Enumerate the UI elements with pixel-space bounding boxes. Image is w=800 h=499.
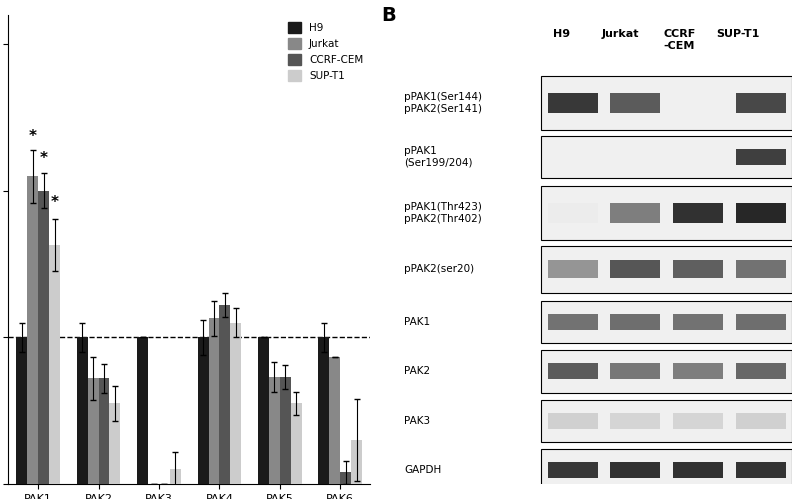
Bar — [258, 337, 269, 484]
Text: B: B — [381, 5, 396, 24]
Bar — [138, 337, 148, 484]
Bar — [38, 191, 49, 484]
FancyBboxPatch shape — [548, 260, 598, 278]
FancyBboxPatch shape — [610, 462, 661, 478]
Bar — [269, 377, 280, 484]
Bar — [219, 305, 230, 484]
Bar — [351, 440, 362, 484]
Text: *: * — [50, 195, 58, 210]
Bar — [27, 176, 38, 484]
Text: *: * — [40, 151, 48, 166]
Text: H9: H9 — [553, 29, 570, 39]
FancyBboxPatch shape — [673, 462, 723, 478]
Text: pPAK1(Thr423)
pPAK2(Thr402): pPAK1(Thr423) pPAK2(Thr402) — [405, 203, 482, 224]
Bar — [330, 356, 340, 484]
Bar — [77, 337, 88, 484]
Text: PAK1: PAK1 — [405, 317, 430, 327]
Bar — [198, 337, 209, 484]
Text: CCRF
-CEM: CCRF -CEM — [663, 29, 695, 50]
Bar — [17, 337, 27, 484]
FancyBboxPatch shape — [610, 93, 661, 113]
FancyBboxPatch shape — [542, 186, 792, 240]
FancyBboxPatch shape — [736, 363, 786, 379]
Bar — [340, 472, 351, 484]
FancyBboxPatch shape — [610, 260, 661, 278]
FancyBboxPatch shape — [542, 301, 792, 343]
Text: GAPDH: GAPDH — [405, 465, 442, 475]
Bar — [280, 377, 290, 484]
Text: PAK2: PAK2 — [405, 366, 430, 376]
Bar — [318, 337, 330, 484]
Text: pPAK1(Ser144)
pPAK2(Ser141): pPAK1(Ser144) pPAK2(Ser141) — [405, 92, 482, 114]
FancyBboxPatch shape — [736, 260, 786, 278]
FancyBboxPatch shape — [548, 462, 598, 478]
Text: SUP-T1: SUP-T1 — [717, 29, 760, 39]
FancyBboxPatch shape — [610, 203, 661, 224]
FancyBboxPatch shape — [610, 363, 661, 379]
FancyBboxPatch shape — [610, 314, 661, 330]
FancyBboxPatch shape — [542, 136, 792, 178]
FancyBboxPatch shape — [673, 413, 723, 429]
Text: pPAK1
(Ser199/204): pPAK1 (Ser199/204) — [405, 146, 473, 168]
FancyBboxPatch shape — [673, 314, 723, 330]
FancyBboxPatch shape — [736, 149, 786, 165]
FancyBboxPatch shape — [736, 314, 786, 330]
FancyBboxPatch shape — [548, 93, 598, 113]
FancyBboxPatch shape — [736, 93, 786, 113]
FancyBboxPatch shape — [548, 413, 598, 429]
Text: *: * — [29, 129, 37, 144]
Bar — [88, 379, 98, 484]
Text: Jurkat: Jurkat — [602, 29, 639, 39]
Legend: H9, Jurkat, CCRF-CEM, SUP-T1: H9, Jurkat, CCRF-CEM, SUP-T1 — [286, 20, 366, 83]
Text: pPAK2(ser20): pPAK2(ser20) — [405, 264, 474, 274]
FancyBboxPatch shape — [542, 246, 792, 292]
FancyBboxPatch shape — [736, 413, 786, 429]
Bar — [98, 379, 110, 484]
FancyBboxPatch shape — [542, 449, 792, 491]
Bar — [49, 245, 60, 484]
Bar — [230, 323, 241, 484]
Text: PAK3: PAK3 — [405, 416, 430, 426]
FancyBboxPatch shape — [673, 203, 723, 224]
Bar — [170, 470, 181, 484]
FancyBboxPatch shape — [542, 350, 792, 393]
FancyBboxPatch shape — [542, 76, 792, 130]
FancyBboxPatch shape — [673, 363, 723, 379]
Bar — [290, 403, 302, 484]
FancyBboxPatch shape — [548, 314, 598, 330]
FancyBboxPatch shape — [736, 462, 786, 478]
FancyBboxPatch shape — [548, 363, 598, 379]
Bar — [209, 318, 219, 484]
FancyBboxPatch shape — [542, 400, 792, 442]
Bar — [110, 403, 120, 484]
FancyBboxPatch shape — [548, 203, 598, 224]
FancyBboxPatch shape — [736, 203, 786, 224]
FancyBboxPatch shape — [610, 413, 661, 429]
FancyBboxPatch shape — [673, 260, 723, 278]
